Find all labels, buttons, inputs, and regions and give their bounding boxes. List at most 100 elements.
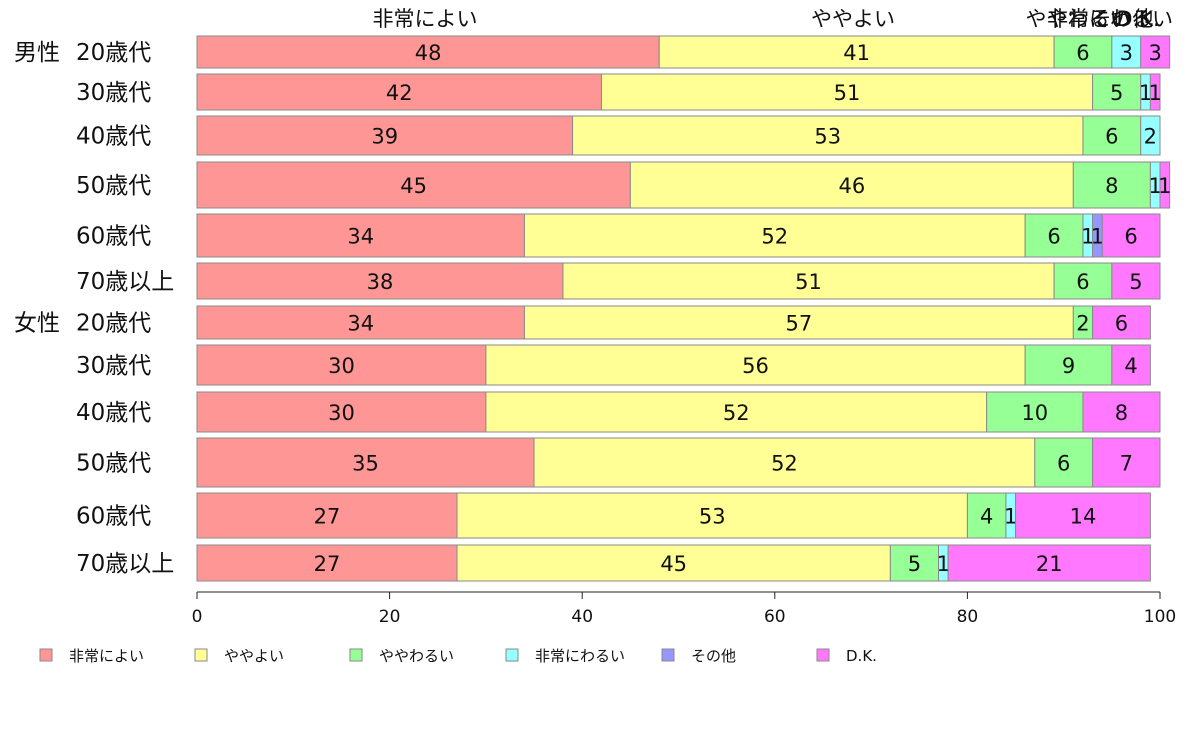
legend-swatch [661,648,675,662]
bar-segment [600,73,1094,111]
top-label-1: ややよい [811,7,895,31]
segment-value-label: 6 [1076,41,1089,65]
legend-label: その他 [691,647,736,665]
legend-label: 非常によい [69,647,144,665]
bar-segment [1034,437,1094,488]
row-label: 60歳代 [76,224,151,250]
x-tick-label: 80 [957,607,979,627]
bar-segment [1111,344,1151,386]
top-label-3: 非常にわるい [1047,7,1173,31]
row-label: 70歳以上 [76,269,174,295]
segment-value-label: 53 [814,125,841,149]
x-tick-label: 0 [192,607,203,627]
segment-value-label: 2 [1076,312,1089,336]
top-label-4: その他 [1091,7,1154,31]
segment-value-label: 51 [834,81,861,105]
segment-value-label: 1 [1148,174,1161,198]
legend-swatch [505,648,519,662]
segment-value-label: 8 [1105,174,1118,198]
segment-value-label: 6 [1105,125,1118,149]
segment-value-label: 1 [1091,225,1104,249]
segment-value-label: 53 [699,505,726,529]
group-label: 男性 [14,40,60,66]
bar-segment [1015,492,1151,539]
bar-segment [1159,161,1171,209]
segment-value-label: 51 [795,270,822,294]
segment-value-label: 6 [1076,270,1089,294]
bar-segment [196,262,564,300]
segment-value-label: 3 [1148,41,1161,65]
bar-segment [572,115,1084,156]
segment-value-label: 52 [771,452,798,476]
segment-value-label: 5 [1110,81,1123,105]
segment-value-label: 38 [367,270,394,294]
segment-value-label: 52 [761,225,788,249]
segment-value-label: 5 [1129,270,1142,294]
x-tick-label: 100 [1144,607,1176,627]
x-axis: 0 20 40 60 80 100 [192,591,1176,627]
bar-segment [533,437,1036,488]
bar-segment [966,492,1007,539]
segment-value-label: 45 [660,552,687,576]
bar-segment [196,73,602,111]
segment-value-label: 1 [1158,174,1171,198]
bar-segment [523,305,1074,340]
bar-segment [196,544,458,582]
x-tick-label: 60 [764,607,786,627]
bar-segment [1149,73,1161,111]
segment-value-label: 21 [1036,552,1063,576]
segment-value-label: 46 [838,174,865,198]
top-label-0: 非常によい [373,7,478,31]
legend-swatch [194,648,208,662]
segment-value-label: 9 [1062,354,1075,378]
bar-segment [889,544,940,582]
bar-segment [196,437,535,488]
segment-value-label: 45 [400,174,427,198]
segment-value-label: 39 [371,125,398,149]
segment-value-label: 27 [314,552,341,576]
bar-segment [658,35,1055,69]
bar-segment [1111,262,1161,300]
bar-segment [196,492,458,539]
bar-segment [1140,35,1171,69]
segment-value-label: 4 [1124,354,1137,378]
row-label: 40歳代 [76,124,151,150]
row-label: 50歳代 [76,451,151,477]
bar-segment [562,262,1055,300]
bar-segment [1024,344,1113,386]
bar-segment [1101,213,1161,258]
segment-value-label: 42 [386,81,413,105]
segment-value-label: 1 [1081,225,1094,249]
bar-segment [1111,35,1142,69]
row-label: 50歳代 [76,173,151,199]
segment-value-label: 34 [347,312,374,336]
bar-segment [1092,305,1151,340]
segment-value-label: 30 [328,401,355,425]
segment-value-label: 57 [786,312,813,336]
segment-value-label: 1 [1139,81,1152,105]
segment-value-label: 6 [1115,312,1128,336]
segment-value-label: 3 [1120,41,1133,65]
segment-value-label: 6 [1047,225,1060,249]
legend-swatch [816,648,830,662]
bar-segment [1053,262,1113,300]
top-label-2: ややわるい [1026,7,1131,31]
row-label: 30歳代 [76,80,151,106]
segment-value-label: 7 [1120,452,1133,476]
row-label: 60歳代 [76,504,151,530]
group-label: 女性 [14,311,60,337]
bar-segment [1092,73,1142,111]
x-tick-label: 20 [379,607,401,627]
bar-segment [523,213,1026,258]
bar-segment [196,305,525,340]
legend-label: ややわるい [379,647,454,665]
bar-segment [629,161,1074,209]
legend: 非常によい ややよい ややわるい 非常にわるい その他 D.K. [39,647,877,665]
row-label: 20歳代 [76,40,151,66]
bar-segment [1092,437,1161,488]
segment-value-label: 48 [415,41,442,65]
